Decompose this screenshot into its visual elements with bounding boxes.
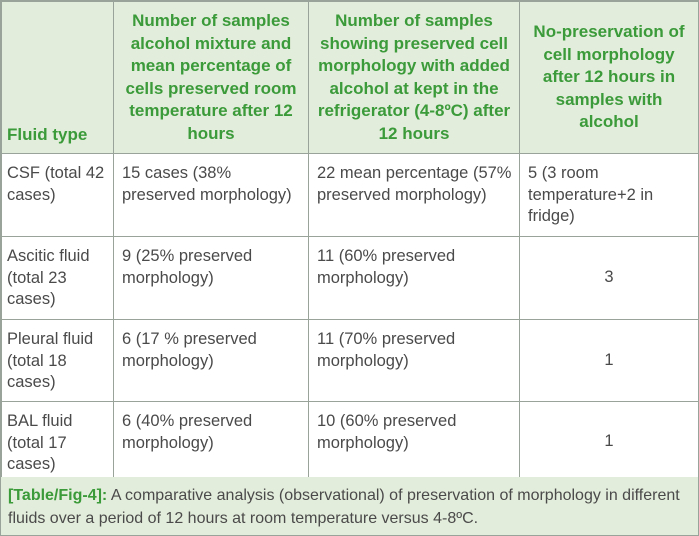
cell-no-preservation: 3 <box>519 236 699 320</box>
cell-fluid: CSF (total 42 cases) <box>1 153 114 237</box>
cell-refrigerator: 10 (60% preserved morphology) <box>308 401 520 483</box>
cell-fluid: Pleural fluid (total 18 cases) <box>1 319 114 402</box>
header-no-preservation: No-preservation of cell morphology after… <box>519 1 699 154</box>
cell-fluid: BAL fluid (total 17 cases) <box>1 401 114 483</box>
cell-refrigerator: 22 mean percentage (57% preserved morpho… <box>308 153 520 237</box>
table-header: Fluid type Number of samples alcohol mix… <box>1 1 699 154</box>
cell-no-preservation: 1 <box>519 319 699 402</box>
cell-refrigerator: 11 (70% preserved morphology) <box>308 319 520 402</box>
cell-refrigerator: 11 (60% preserved morphology) <box>308 236 520 320</box>
cell-room-temp: 9 (25% preserved morphology) <box>113 236 309 320</box>
header-room-temperature: Number of samples alcohol mixture and me… <box>113 1 309 154</box>
table-row: CSF (total 42 cases) 15 cases (38% prese… <box>1 153 699 237</box>
cell-room-temp: 15 cases (38% preserved morphology) <box>113 153 309 237</box>
cell-no-preservation: 1 <box>519 401 699 483</box>
cell-room-temp: 6 (17 % preserved morphology) <box>113 319 309 402</box>
table-row: BAL fluid (total 17 cases) 6 (40% preser… <box>1 401 699 483</box>
caption-text: A comparative analysis (observational) o… <box>8 487 680 527</box>
cell-room-temp: 6 (40% preserved morphology) <box>113 401 309 483</box>
caption-label: [Table/Fig-4]: <box>8 487 108 504</box>
cell-no-preservation: 5 (3 room temperature+2 in fridge) <box>519 153 699 237</box>
table-body: CSF (total 42 cases) 15 cases (38% prese… <box>1 153 699 483</box>
header-fluid-type: Fluid type <box>1 1 114 154</box>
header-refrigerator: Number of samples showing preserved cell… <box>308 1 520 154</box>
table-row: Ascitic fluid (total 23 cases) 9 (25% pr… <box>1 236 699 320</box>
table-row: Pleural fluid (total 18 cases) 6 (17 % p… <box>1 319 699 402</box>
header-row: Fluid type Number of samples alcohol mix… <box>1 1 699 154</box>
figure-caption: [Table/Fig-4]: A comparative analysis (o… <box>1 477 698 535</box>
cell-fluid: Ascitic fluid (total 23 cases) <box>1 236 114 320</box>
data-table: Fluid type Number of samples alcohol mix… <box>1 1 699 483</box>
